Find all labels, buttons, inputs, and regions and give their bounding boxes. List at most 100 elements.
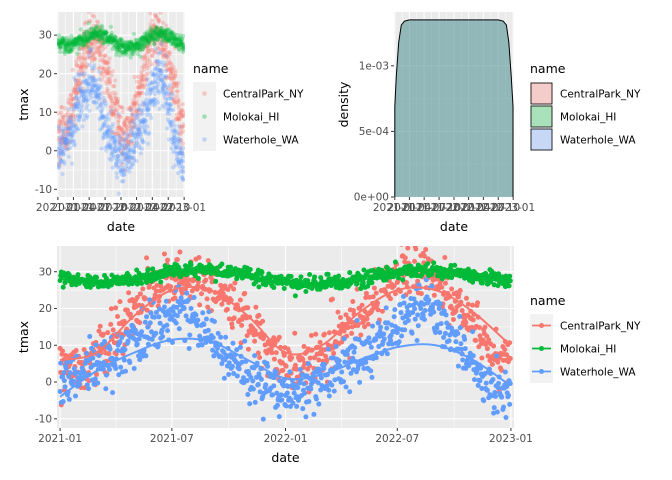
data-point [106,141,111,146]
data-point [458,341,464,347]
data-point [107,93,112,98]
data-point [102,33,108,38]
data-point [111,153,116,158]
data-point [130,155,135,160]
data-point [124,136,129,141]
data-point [174,116,179,121]
data-point [316,357,322,363]
data-point [93,95,98,100]
data-point [67,101,72,106]
data-point [158,33,163,38]
data-point [126,145,131,150]
data-point [136,107,141,112]
data-point [67,49,72,54]
data-point [77,81,82,86]
data-point [102,131,107,137]
data-point [172,135,177,140]
data-point [59,104,64,109]
data-point [115,157,120,162]
data-point [160,103,165,109]
data-point [99,30,105,35]
data-point [134,98,139,103]
data-point [81,69,86,74]
data-point [94,94,99,99]
data-point [158,25,164,31]
data-point [111,42,116,47]
data-point [79,66,84,71]
data-point [90,32,95,37]
data-point [76,97,81,102]
data-point [156,30,161,35]
data-point [92,35,97,40]
data-point [109,40,114,45]
data-point [234,373,240,379]
data-point [128,55,133,60]
data-point [108,144,113,150]
data-point [114,39,119,44]
data-point [66,126,71,131]
data-point [125,158,131,163]
data-point [183,313,189,319]
data-point [91,36,96,41]
data-point [166,37,171,42]
data-point [158,283,164,289]
data-point [106,111,111,116]
data-point [169,29,174,34]
data-point [107,128,112,133]
data-point [161,54,166,60]
data-point [142,63,147,69]
x-tick-label: 2023-01 [491,202,535,214]
data-point [132,44,137,49]
data-point [88,92,93,97]
data-point [177,116,182,121]
data-point [170,136,175,141]
data-point [120,50,125,55]
data-point [170,35,175,40]
data-point [100,100,105,105]
data-point [179,158,184,163]
data-point [122,49,127,54]
data-point [90,355,96,361]
data-point [57,149,62,154]
data-point [154,25,159,31]
data-point [60,128,65,133]
data-point [151,97,156,102]
data-point [80,55,85,60]
data-point [446,338,452,344]
data-point [219,301,225,307]
data-point [174,39,179,44]
data-point [83,79,88,84]
data-point [135,74,141,79]
data-point [115,45,120,50]
data-point [137,320,143,326]
data-point [242,290,248,296]
data-point [79,89,84,94]
data-point [58,152,64,157]
data-point [117,47,122,52]
data-point [173,74,178,79]
data-point [77,108,82,113]
data-point [164,52,169,57]
data-point [112,139,117,144]
data-point [72,75,77,80]
data-point [76,56,81,61]
data-point [84,45,89,50]
data-point [163,75,169,80]
data-point [97,29,102,34]
data-point [425,261,431,267]
data-point [57,37,60,42]
data-point [119,43,125,48]
data-point [86,93,91,98]
data-point [132,102,137,107]
data-point [60,399,66,405]
data-point [129,43,135,48]
data-point [399,246,404,247]
data-point [173,40,178,45]
data-point [97,37,102,43]
data-point [324,357,330,363]
data-point [140,138,145,143]
data-point [59,105,64,110]
data-point [165,91,171,96]
data-point [121,167,126,172]
data-point [60,144,65,149]
